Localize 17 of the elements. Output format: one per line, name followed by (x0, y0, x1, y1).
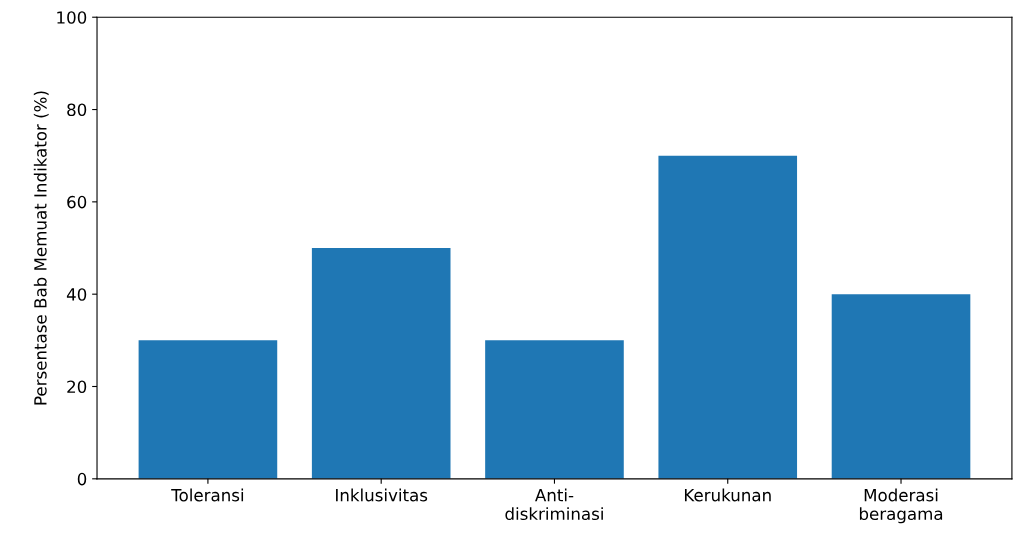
x-tick-label: Inklusivitas (336, 488, 428, 502)
x-tick-label: Moderasi beragama (859, 488, 943, 524)
y-tick-label: 40 (66, 288, 87, 301)
bar (658, 155, 798, 479)
bar (485, 340, 624, 479)
y-tick-label: 80 (67, 103, 87, 117)
bar (311, 248, 451, 479)
y-tick-label: 100 (57, 11, 87, 24)
x-tick-label: Anti- diskriminasi (505, 488, 603, 521)
x-tick-label: Toleransi (171, 488, 244, 502)
y-tick-label: 60 (67, 195, 87, 209)
bar (138, 340, 278, 479)
y-tick-label: 20 (67, 380, 87, 394)
y-tick-label: 0 (77, 472, 87, 486)
x-tick-label: Kerukunan (684, 488, 771, 502)
bar (831, 294, 971, 479)
y-axis-title: Persentase Bab Memuat Indikator (%) (33, 91, 49, 405)
